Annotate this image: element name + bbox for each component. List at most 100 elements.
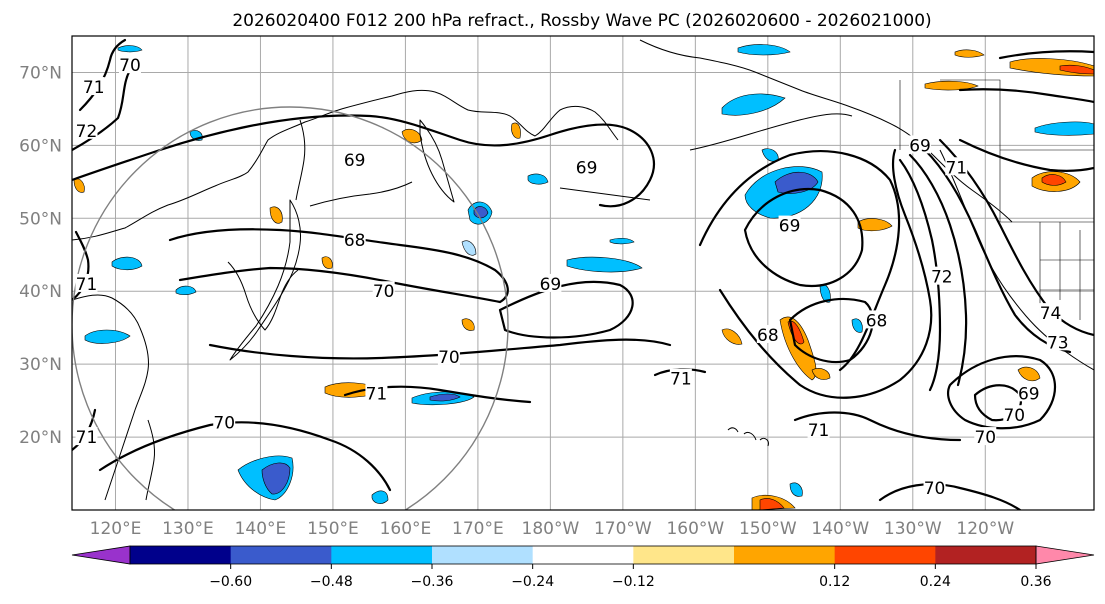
contour-label: 71	[83, 78, 105, 98]
shade-negative-blob	[527, 173, 549, 185]
longitude-label: 170°W	[594, 519, 652, 539]
contour-label-halo	[75, 120, 98, 139]
shade-positive-blob	[924, 80, 979, 91]
contour-label-halo	[974, 427, 997, 446]
shade-positive-blob	[269, 206, 283, 224]
colorbar-segment	[532, 546, 634, 564]
shade-negative-blob	[371, 490, 389, 504]
contour-line	[78, 38, 127, 112]
shade-negative-blob	[721, 93, 786, 116]
coastline-philippines	[145, 419, 155, 501]
contour-label: 71	[945, 158, 967, 178]
coastline-aleutians	[559, 187, 651, 201]
contour-line	[878, 483, 1022, 510]
longitude-label: 120°E	[90, 519, 142, 539]
contour-label-halo	[778, 215, 801, 234]
shade-negative-core	[429, 393, 461, 402]
contour-label: 74	[1040, 304, 1062, 324]
contour-line	[743, 187, 864, 288]
shade-negative-blob	[1034, 121, 1094, 136]
colorbar-segment	[230, 546, 332, 564]
contour-label: 69	[576, 158, 598, 178]
coastline-sakhalin	[295, 119, 306, 201]
contour-label: 68	[757, 326, 779, 346]
border-us-states	[1039, 222, 1094, 320]
contour-label-halo	[82, 77, 105, 96]
coastline-hawaii	[727, 427, 769, 447]
latitude-label: 70°N	[19, 63, 62, 83]
contour-label-halo	[75, 273, 98, 292]
contour-label: 73	[1047, 333, 1069, 353]
contour-label: 71	[670, 370, 692, 390]
longitude-labels: 120°E 130°E 140°E 150°E 160°E 170°E 180°W 170°W…	[90, 519, 1015, 539]
coastline-japan	[229, 199, 301, 361]
shade-negative-blob	[117, 45, 143, 53]
shade-positive-blob	[401, 128, 423, 144]
political-borders	[899, 79, 1094, 320]
rossby-wave-pc-shading	[73, 44, 1094, 510]
contour-label: 71	[76, 428, 98, 448]
contour-label-halo	[865, 310, 888, 329]
contour-label-halo	[75, 427, 98, 446]
coastline-korea	[227, 261, 299, 331]
latitude-label: 50°N	[19, 209, 62, 229]
shade-negative-blob	[175, 285, 197, 296]
contour-label: 68	[866, 311, 888, 331]
contour-label-halo	[343, 230, 366, 249]
contour-label-halo	[945, 157, 968, 176]
contour-line	[998, 50, 1094, 60]
contour-label: 69	[909, 136, 931, 156]
contour-label-halo	[923, 478, 946, 497]
coastline-north-america-west	[939, 149, 1094, 371]
shade-positive-blob	[721, 328, 743, 345]
contour-label-halo	[213, 412, 236, 431]
longitude-label: 130°E	[162, 519, 214, 539]
contour-label-halo	[1039, 303, 1062, 322]
latitude-label: 60°N	[19, 136, 62, 156]
longitude-label: 130°W	[884, 519, 942, 539]
colorbar-segment	[130, 546, 232, 564]
shade-negative-blob	[111, 256, 143, 271]
shade-negative-blob	[84, 329, 131, 344]
contour-label: 70	[974, 428, 996, 448]
shade-negative-blob	[737, 44, 791, 56]
contour-line	[98, 421, 392, 492]
region-circle	[72, 106, 509, 510]
coastlines	[72, 39, 1094, 501]
contour-line	[718, 148, 933, 399]
colorbar-tick-label: 0.12	[819, 574, 850, 590]
colorbar-segment	[432, 546, 534, 564]
contour-label: 72	[931, 268, 953, 288]
contour-label: 70	[119, 56, 141, 76]
contour-label-halo	[756, 324, 779, 343]
contour-label-halo	[930, 266, 953, 285]
longitude-label: 150°W	[739, 519, 797, 539]
contour-line	[168, 228, 509, 304]
shade-positive-blob	[954, 49, 985, 58]
latitude-label: 30°N	[19, 355, 62, 375]
colorbar-tick-label: −0.24	[511, 574, 554, 590]
figure-title: 2026020400 F012 200 hPa refract., Rossby…	[232, 11, 931, 31]
contour-line	[698, 150, 901, 372]
contour-label: 69	[540, 275, 562, 295]
shade-negative-blob	[851, 318, 863, 333]
shade-positive-blob	[1017, 366, 1041, 382]
contour-label-halo	[365, 383, 388, 402]
coastline-alaska-peninsula	[689, 113, 853, 151]
shade-negative-blob	[566, 256, 643, 273]
longitude-label: 140°E	[235, 519, 287, 539]
contour-label: 71	[76, 275, 98, 295]
longitude-label: 160°W	[666, 519, 724, 539]
colorbar-frame	[129, 545, 1037, 565]
latitude-labels: 70°N 60°N 50°N 40°N 30°N 20°N	[19, 63, 62, 448]
contour-label: 69	[344, 151, 366, 171]
longitude-label: 170°E	[452, 519, 504, 539]
contour-label: 71	[366, 384, 388, 404]
shade-negative-blob	[609, 237, 635, 245]
colorbar-tick-label: 0.24	[920, 574, 951, 590]
shade-negative-core	[261, 462, 291, 495]
colorbar-ticks: −0.60−0.48−0.36−0.24−0.120.120.240.360.4…	[209, 564, 1052, 590]
colorbar-tick-label: −0.12	[612, 574, 655, 590]
